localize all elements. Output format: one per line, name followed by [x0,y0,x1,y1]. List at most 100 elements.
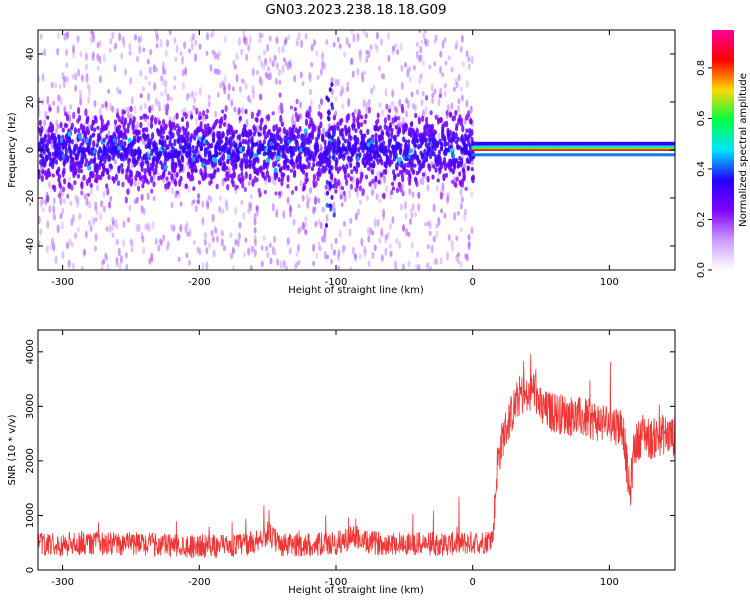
y-tick-label: -40 [25,238,36,254]
spectrogram-cell [57,173,62,180]
spectrogram-cell [409,122,414,128]
spectrogram-cell [231,248,235,254]
spectrogram-cell [182,81,185,91]
spectrogram-cell [421,91,425,97]
spectrogram-cell [376,158,380,165]
spectrogram-cell [77,127,81,134]
spectrogram-cell [109,195,113,202]
spectrogram-cell [112,137,117,143]
spectrogram-cell [124,135,128,140]
spectrogram-cell [372,84,376,92]
spectrogram-cell [318,171,322,178]
spectrogram-cell [395,166,399,171]
spectrogram-cell [83,153,87,160]
spectrogram-cell [157,175,161,181]
spectrogram-cell [225,165,229,171]
spectrogram-cell [445,120,449,128]
spectrogram-cell [154,116,158,125]
spectrogram-cell [181,68,185,77]
spectrogram-cell [242,79,246,86]
spectrogram-cell [336,36,340,43]
spectrogram-cell [387,131,391,138]
spectrogram-cell [241,138,245,145]
spectrogram-cell [185,252,189,259]
spectrogram-cell [351,70,355,78]
spectrogram-cell [144,75,148,81]
spectrogram-cell [78,213,82,220]
spectrogram-cell [39,228,43,236]
spectrogram-cell [415,181,419,188]
spectrogram-cell [261,171,265,178]
spectrogram-cell [354,186,358,193]
spectrogram-cell [330,77,334,84]
spectrogram-cell [146,180,150,185]
spectrogram-cell [80,156,84,164]
spectrogram-cell [157,120,162,125]
spectrogram-cell [109,164,113,170]
spectrogram-cell [365,55,369,64]
spectrogram-cell [69,104,73,110]
spectrogram-cell [117,165,121,172]
spectrogram-cell [63,178,67,185]
spectrogram-cell [470,226,474,235]
spectrogram-cell [464,186,468,191]
spectrogram-cell [68,138,72,144]
spectrogram-cell [390,159,394,165]
spectrogram-cell [209,196,213,204]
spectrogram-cell [359,49,362,57]
spectrogram-cell [467,56,471,63]
colorbar-tick-label: 0.0 [696,262,707,278]
spectrogram-cell [238,221,242,229]
spectrogram-cell [398,98,402,107]
spectrogram-cell [101,103,105,109]
spectrogram-cell [441,182,445,192]
spectrogram-cell [346,81,350,88]
spectrogram-cell [465,79,469,89]
spectrogram-cell [83,193,87,200]
spectrogram-cell [241,106,244,115]
spectrogram-cell [323,139,327,146]
spectrogram-cell [80,181,84,190]
spectrogram-cell [373,244,377,252]
spectrogram-cell [164,49,168,58]
spectrogram-cell [359,54,363,63]
spectrogram-cell [415,89,419,96]
spectrogram-cell [406,148,410,155]
spectrogram-cell [325,202,329,208]
spectrogram-cell [374,132,378,139]
spectrogram-cell [184,66,188,76]
spectrogram-cell [470,191,474,198]
spectrogram-cell [93,148,98,154]
spectrogram-cell [181,155,185,163]
spectrogram-cell [129,170,133,178]
spectrogram-cell [364,113,368,119]
spectrogram-cell [349,162,353,169]
spectrogram-cell [46,194,50,203]
spectrogram-cell [305,156,309,163]
spectrogram-cell [286,174,290,183]
spectrogram-cell [384,247,388,256]
spectrogram-cell [100,200,104,208]
spectrogram-cell [456,136,460,142]
spectrogram-cell [419,45,423,54]
spectrogram-cell [460,34,464,43]
figure-title: GN03.2023.238.18.18.G09 [265,2,446,18]
spectrogram-cell [323,234,327,243]
spectrogram-cell [384,236,388,244]
spectrogram-cell [461,61,465,68]
spectrogram-cell [330,135,334,141]
spectrogram-cell [144,223,148,231]
spectrogram-cell [201,128,205,135]
spectrogram-cell [456,210,460,216]
spectrogram-cell [52,211,56,221]
spectrogram-cell [382,72,386,81]
spectrogram-cell [404,62,407,68]
spectrogram-cell [278,79,282,85]
spectrogram-cell [352,123,356,129]
spectrogram-cell [310,43,314,52]
spectrogram-cell [139,115,143,120]
spectrogram-cell [234,238,238,246]
spectrogram-cell [155,97,158,107]
spectrogram-cell [329,172,334,179]
spectrogram-cell [325,39,329,46]
